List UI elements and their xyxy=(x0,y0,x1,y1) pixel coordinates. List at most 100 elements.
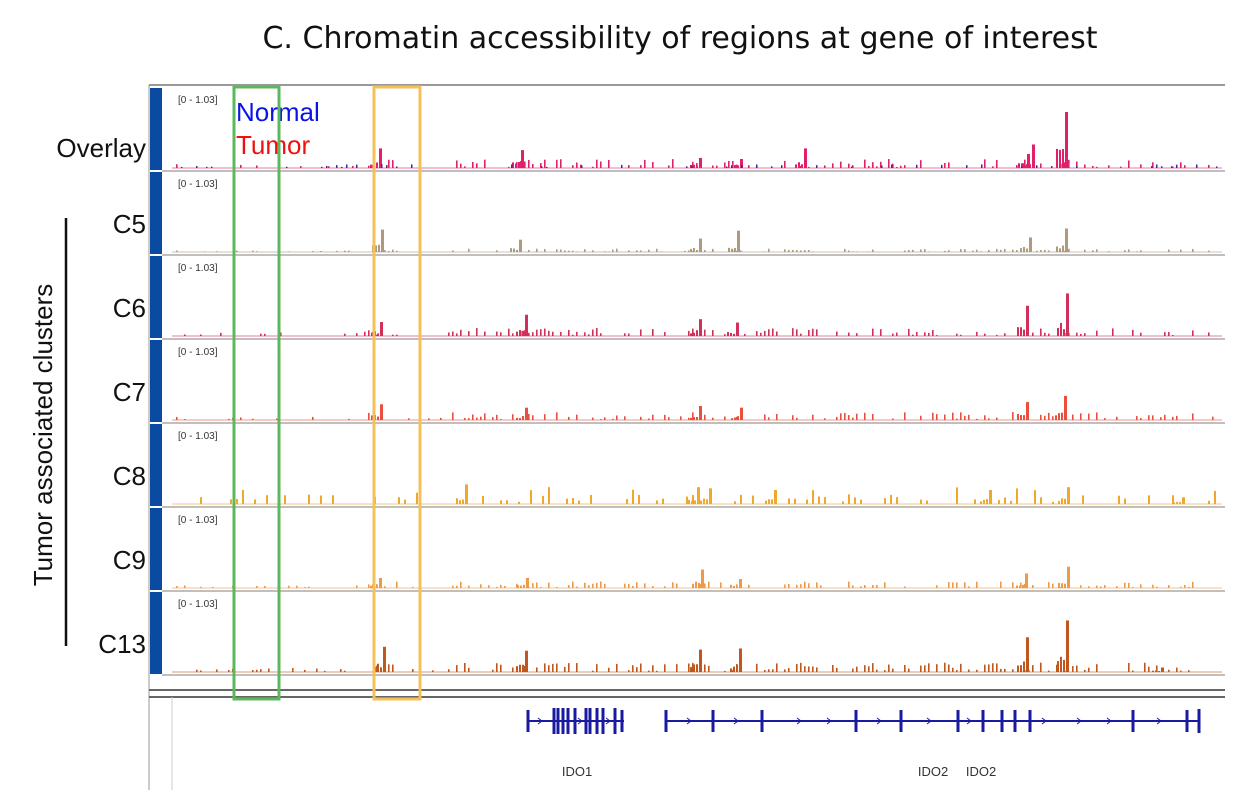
peak-shoulder xyxy=(1152,670,1154,672)
peak-shoulder xyxy=(371,332,373,336)
signal-bar xyxy=(464,166,466,168)
signal-bar xyxy=(548,582,550,588)
signal-bar xyxy=(496,250,498,252)
chart-title: C. Chromatin accessibility of regions at… xyxy=(262,21,1097,56)
peak-shoulder xyxy=(688,499,690,504)
signal-bar xyxy=(264,585,266,588)
signal-bar xyxy=(530,490,532,504)
signal-bar xyxy=(948,250,950,252)
peak-shoulder xyxy=(731,248,733,252)
signal-bar xyxy=(628,333,630,336)
peak-bar xyxy=(699,406,702,420)
signal-bar xyxy=(724,416,726,420)
signal-bar xyxy=(604,583,606,588)
signal-bar xyxy=(864,159,866,168)
signal-bar xyxy=(724,334,726,336)
signal-bar xyxy=(784,249,786,252)
peak-shoulder xyxy=(520,585,522,588)
normal-signal-bar xyxy=(1161,166,1163,168)
signal-bar xyxy=(544,159,546,168)
peak-bar xyxy=(737,230,740,252)
signal-bar xyxy=(804,666,806,672)
signal-bar xyxy=(928,663,930,672)
signal-bar xyxy=(572,498,574,504)
signal-bar xyxy=(656,500,658,504)
peak-shoulder xyxy=(692,583,694,588)
signal-bar xyxy=(816,582,818,588)
signal-bar xyxy=(388,159,390,168)
gene-exon xyxy=(556,708,560,734)
gene-exon xyxy=(1013,710,1017,732)
gene-strand-arrow xyxy=(796,717,802,725)
normal-signal-bar xyxy=(1051,166,1053,168)
signal-bar xyxy=(1148,666,1150,672)
peak-bar xyxy=(525,314,528,336)
gene-strand-arrow xyxy=(733,717,739,725)
signal-bar xyxy=(996,334,998,336)
y-axis-label: Tumor associated clusters xyxy=(28,284,58,586)
signal-bar xyxy=(1088,586,1090,588)
signal-bar xyxy=(1152,584,1154,588)
gene-exon xyxy=(1185,710,1189,732)
signal-bar xyxy=(776,413,778,420)
signal-bar xyxy=(892,668,894,672)
gene-exon xyxy=(1197,709,1201,733)
normal-signal-bar xyxy=(341,166,343,168)
signal-bar xyxy=(356,333,358,336)
signal-bar xyxy=(1152,162,1154,168)
peak-shoulder xyxy=(1057,327,1059,336)
signal-bar xyxy=(848,163,850,168)
signal-bar xyxy=(768,248,770,252)
signal-bar xyxy=(1140,584,1142,588)
signal-bar xyxy=(948,582,950,588)
peak-shoulder xyxy=(513,248,515,252)
signal-bar xyxy=(196,669,198,672)
track-range-label: [0 - 1.03] xyxy=(178,515,218,526)
normal-signal-bar xyxy=(396,166,398,168)
signal-bar xyxy=(792,328,794,336)
normal-signal-bar xyxy=(741,165,743,168)
normal-signal-bar xyxy=(781,165,783,168)
signal-bar xyxy=(468,331,470,336)
peak-shoulder xyxy=(1061,412,1063,420)
signal-bar xyxy=(552,331,554,336)
signal-bar xyxy=(216,669,218,672)
signal-bar xyxy=(712,330,714,336)
signal-bar xyxy=(568,663,570,672)
signal-bar xyxy=(740,494,742,504)
signal-bar xyxy=(1132,587,1134,588)
peak-shoulder xyxy=(690,667,692,672)
track-label-overlay: Overlay xyxy=(56,133,146,163)
normal-signal-bar xyxy=(386,165,388,168)
signal-bar xyxy=(1128,582,1130,588)
signal-bar xyxy=(1048,333,1050,336)
gene-strand-arrow xyxy=(876,717,882,725)
signal-bar xyxy=(612,418,614,420)
peak-shoulder xyxy=(516,417,518,420)
gene-exon xyxy=(1131,710,1135,732)
signal-bar xyxy=(496,414,498,420)
signal-bar xyxy=(252,250,254,252)
signal-bar xyxy=(1164,414,1166,420)
signal-bar xyxy=(636,250,638,252)
signal-bar xyxy=(776,663,778,672)
signal-bar xyxy=(544,414,546,420)
signal-bar xyxy=(764,414,766,420)
gene-strand-arrow xyxy=(966,717,972,725)
signal-bar xyxy=(1040,662,1042,672)
signal-bar xyxy=(612,249,614,252)
peak-bar xyxy=(740,407,743,420)
signal-bar xyxy=(1000,249,1002,252)
signal-bar xyxy=(412,586,414,588)
peak-shoulder xyxy=(1064,583,1066,588)
peak-shoulder xyxy=(519,417,521,420)
signal-bar xyxy=(768,669,770,672)
signal-bar xyxy=(1148,495,1150,504)
signal-bar xyxy=(668,165,670,168)
signal-bar xyxy=(1010,500,1012,504)
gene-exon xyxy=(601,708,605,734)
signal-bar xyxy=(640,416,642,420)
signal-bar xyxy=(860,499,862,504)
signal-bar xyxy=(852,251,854,252)
signal-bar xyxy=(892,418,894,420)
